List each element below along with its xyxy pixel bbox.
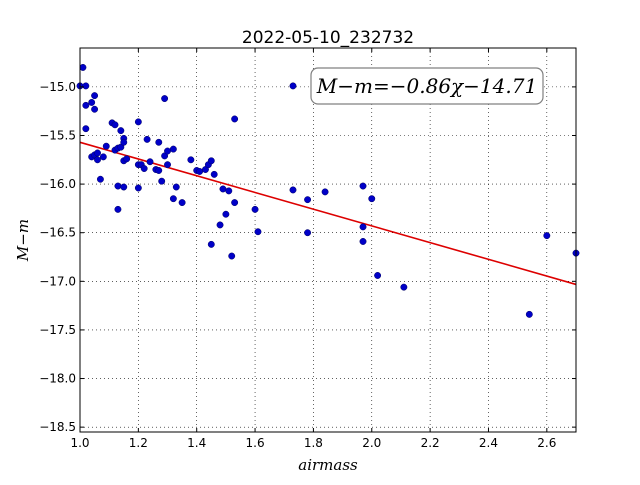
data-point (304, 229, 312, 237)
data-point (82, 125, 90, 133)
data-point (96, 175, 104, 183)
y-tick-label: −18.5 (39, 420, 76, 434)
data-point (102, 142, 110, 150)
y-tick-label: −15.5 (39, 128, 76, 142)
data-point (187, 156, 195, 164)
data-point (169, 145, 177, 153)
x-tick-label: 2.0 (362, 436, 381, 450)
x-tick-label: 1.0 (70, 436, 89, 450)
data-point (120, 138, 128, 146)
data-point (251, 205, 259, 213)
data-point (82, 82, 90, 90)
data-point (196, 168, 204, 175)
data-point (368, 195, 376, 203)
chart-title: 2022-05-10_232732 (242, 28, 414, 48)
data-point (155, 167, 163, 174)
data-point (228, 252, 236, 260)
data-point (216, 221, 224, 229)
y-tick-label: −18.0 (39, 372, 76, 386)
x-axis-label: airmass (298, 456, 358, 474)
data-point (210, 170, 218, 178)
y-tick-label: −16.0 (39, 177, 76, 191)
data-point (134, 118, 142, 126)
y-tick-label: −17.0 (39, 274, 76, 288)
axis-ticks: 1.0 1.2 1.4 1.6 1.8 2.0 2.2 2.4 2.6 −15.0 −15.5 −16… (39, 48, 576, 450)
data-point (359, 182, 367, 190)
data-point (321, 188, 329, 196)
data-point (289, 186, 297, 194)
data-point (91, 92, 99, 100)
data-point (169, 195, 177, 203)
data-point (164, 161, 171, 169)
y-tick-label: −16.5 (39, 226, 76, 240)
data-point (140, 165, 148, 172)
data-point (225, 187, 233, 195)
data-point (123, 155, 131, 163)
data-point (231, 199, 239, 207)
x-tick-label: 1.6 (246, 436, 265, 450)
data-point (359, 238, 367, 245)
data-point (222, 210, 230, 218)
fit-line (79, 141, 577, 286)
plot-area (80, 48, 576, 432)
y-tick-label: −17.5 (39, 323, 76, 337)
data-point (114, 205, 122, 213)
y-axis-label: M−m (14, 219, 32, 262)
data-point (289, 82, 297, 90)
data-point (91, 105, 99, 113)
data-point (114, 182, 122, 190)
grid (79, 48, 576, 432)
data-point (172, 183, 180, 191)
data-point (219, 185, 227, 193)
fit-equation-box (310, 67, 544, 105)
data-point (117, 127, 125, 135)
x-tick-label: 2.6 (537, 436, 556, 450)
x-tick-label: 2.2 (421, 436, 440, 450)
data-point (304, 196, 312, 204)
data-point (143, 135, 151, 143)
data-point (99, 153, 107, 161)
data-point (94, 149, 101, 157)
x-tick-label: 1.4 (187, 436, 206, 450)
x-tick-label: 1.8 (304, 436, 323, 450)
data-point (178, 199, 186, 207)
data-point (164, 147, 171, 155)
fit-line-group (79, 141, 577, 286)
data-points (76, 63, 580, 318)
data-point (231, 115, 239, 123)
data-point (525, 310, 533, 318)
data-point (207, 240, 215, 248)
data-point (158, 177, 166, 185)
data-point (155, 138, 163, 146)
data-point (120, 183, 128, 191)
plot-frame (79, 47, 577, 433)
y-tick-label: −15.0 (39, 80, 76, 94)
data-point (146, 158, 154, 166)
data-point (161, 95, 169, 103)
data-point (400, 283, 408, 291)
data-point (254, 228, 262, 236)
data-point (134, 184, 142, 192)
data-point (88, 98, 96, 106)
data-point (79, 63, 87, 71)
data-point (82, 101, 90, 109)
data-point (207, 157, 215, 165)
data-point (111, 121, 119, 129)
x-tick-label: 2.4 (479, 436, 498, 450)
data-point (94, 156, 101, 164)
x-tick-label: 1.2 (129, 436, 148, 450)
data-point (543, 232, 551, 240)
data-point (374, 272, 382, 279)
fit-equation: M−m=−0.86χ−14.71 (316, 74, 537, 98)
data-point (359, 223, 367, 231)
